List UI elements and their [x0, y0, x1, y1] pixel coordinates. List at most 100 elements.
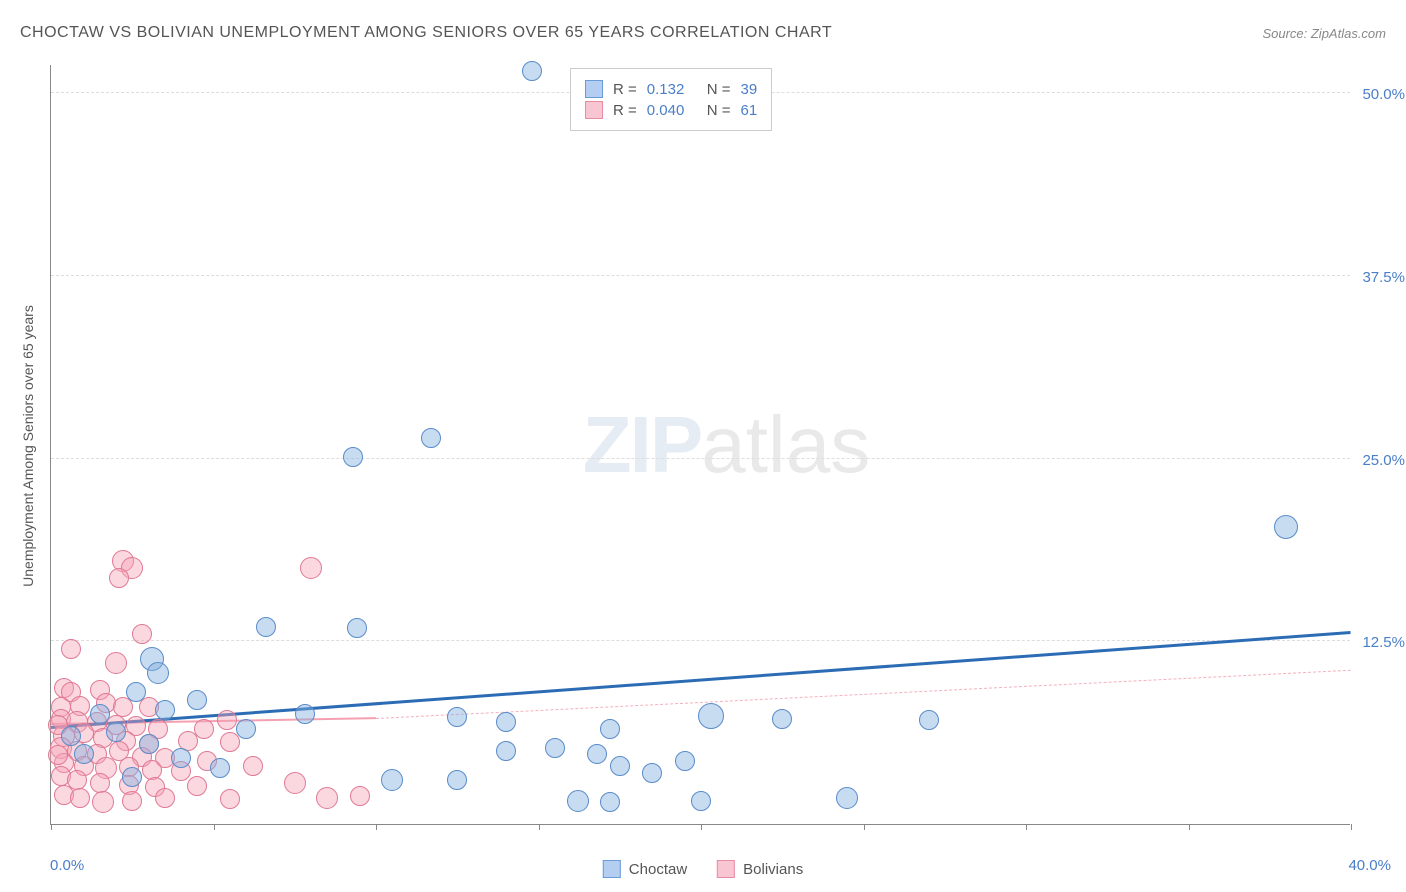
data-point-choctaw	[256, 617, 276, 637]
x-tick	[376, 824, 377, 830]
data-point-choctaw	[496, 741, 516, 761]
data-point-bolivians	[220, 789, 240, 809]
data-point-bolivians	[243, 756, 263, 776]
data-point-choctaw	[343, 447, 363, 467]
data-point-choctaw	[139, 734, 159, 754]
x-tick	[701, 824, 702, 830]
x-tick	[539, 824, 540, 830]
data-point-bolivians	[220, 732, 240, 752]
legend-swatch	[585, 80, 603, 98]
bottom-legend-label: Bolivians	[743, 861, 803, 878]
legend-row: R = 0.040 N = 61	[585, 101, 757, 119]
data-point-choctaw	[210, 758, 230, 778]
data-point-bolivians	[122, 791, 142, 811]
data-point-bolivians	[284, 772, 306, 794]
y-tick-label: 50.0%	[1362, 86, 1405, 103]
data-point-choctaw	[90, 704, 110, 724]
data-point-choctaw	[126, 682, 146, 702]
legend-n-label: N =	[707, 81, 731, 98]
grid-line	[51, 640, 1350, 641]
y-tick-label: 37.5%	[1362, 269, 1405, 286]
data-point-choctaw	[447, 707, 467, 727]
legend-r-label: R =	[613, 102, 637, 119]
data-point-bolivians	[70, 788, 90, 808]
data-point-bolivians	[187, 776, 207, 796]
data-point-bolivians	[155, 788, 175, 808]
data-point-choctaw	[600, 792, 620, 812]
x-tick	[1189, 824, 1190, 830]
data-point-choctaw	[295, 704, 315, 724]
x-axis-max-label: 40.0%	[1348, 857, 1391, 874]
x-tick	[864, 824, 865, 830]
data-point-choctaw	[772, 709, 792, 729]
data-point-choctaw	[587, 744, 607, 764]
data-point-choctaw	[61, 726, 81, 746]
data-point-choctaw	[691, 791, 711, 811]
data-point-choctaw	[545, 738, 565, 758]
bottom-legend-item: Choctaw	[603, 860, 687, 878]
legend-r-value: 0.040	[647, 102, 697, 119]
x-tick	[214, 824, 215, 830]
data-point-choctaw	[447, 770, 467, 790]
legend-n-value: 39	[741, 81, 758, 98]
data-point-bolivians	[350, 786, 370, 806]
data-point-choctaw	[836, 787, 858, 809]
data-point-choctaw	[675, 751, 695, 771]
legend-n-value: 61	[741, 102, 758, 119]
data-point-bolivians	[132, 624, 152, 644]
y-tick-label: 25.0%	[1362, 452, 1405, 469]
scatter-chart: ZIPatlas 12.5%25.0%37.5%50.0%	[50, 65, 1350, 825]
data-point-choctaw	[155, 700, 175, 720]
data-point-bolivians	[316, 787, 338, 809]
data-point-bolivians	[61, 639, 81, 659]
bottom-legend-item: Bolivians	[717, 860, 803, 878]
grid-line	[51, 275, 1350, 276]
data-point-choctaw	[1274, 515, 1298, 539]
data-point-bolivians	[48, 745, 68, 765]
data-point-choctaw	[122, 767, 142, 787]
data-point-choctaw	[171, 748, 191, 768]
legend-r-value: 0.132	[647, 81, 697, 98]
data-point-choctaw	[698, 703, 724, 729]
data-point-choctaw	[236, 719, 256, 739]
data-point-choctaw	[919, 710, 939, 730]
legend-swatch	[603, 860, 621, 878]
chart-title: CHOCTAW VS BOLIVIAN UNEMPLOYMENT AMONG S…	[20, 24, 832, 42]
data-point-choctaw	[600, 719, 620, 739]
legend-swatch	[585, 101, 603, 119]
legend-row: R = 0.132 N = 39	[585, 80, 757, 98]
data-point-choctaw	[642, 763, 662, 783]
data-point-choctaw	[74, 744, 94, 764]
data-point-choctaw	[147, 662, 169, 684]
x-axis-min-label: 0.0%	[50, 857, 84, 874]
grid-line	[51, 458, 1350, 459]
source-attribution: Source: ZipAtlas.com	[1262, 26, 1386, 41]
correlation-legend: R = 0.132 N = 39 R = 0.040 N = 61	[570, 68, 772, 131]
data-point-bolivians	[300, 557, 322, 579]
data-point-bolivians	[109, 568, 129, 588]
legend-swatch	[717, 860, 735, 878]
data-point-bolivians	[194, 719, 214, 739]
legend-n-label: N =	[707, 102, 731, 119]
x-tick	[1351, 824, 1352, 830]
data-point-choctaw	[106, 722, 126, 742]
x-tick	[51, 824, 52, 830]
data-point-bolivians	[92, 791, 114, 813]
data-point-choctaw	[187, 690, 207, 710]
data-point-choctaw	[567, 790, 589, 812]
data-point-choctaw	[347, 618, 367, 638]
data-point-choctaw	[496, 712, 516, 732]
data-point-choctaw	[522, 61, 542, 81]
data-point-bolivians	[105, 652, 127, 674]
bottom-legend: Choctaw Bolivians	[603, 860, 803, 878]
data-point-choctaw	[610, 756, 630, 776]
x-tick	[1026, 824, 1027, 830]
bottom-legend-label: Choctaw	[629, 861, 687, 878]
watermark: ZIPatlas	[583, 399, 870, 491]
y-axis-label: Unemployment Among Seniors over 65 years	[20, 305, 36, 587]
y-tick-label: 12.5%	[1362, 634, 1405, 651]
legend-r-label: R =	[613, 81, 637, 98]
data-point-bolivians	[217, 710, 237, 730]
data-point-bolivians	[90, 773, 110, 793]
data-point-choctaw	[421, 428, 441, 448]
